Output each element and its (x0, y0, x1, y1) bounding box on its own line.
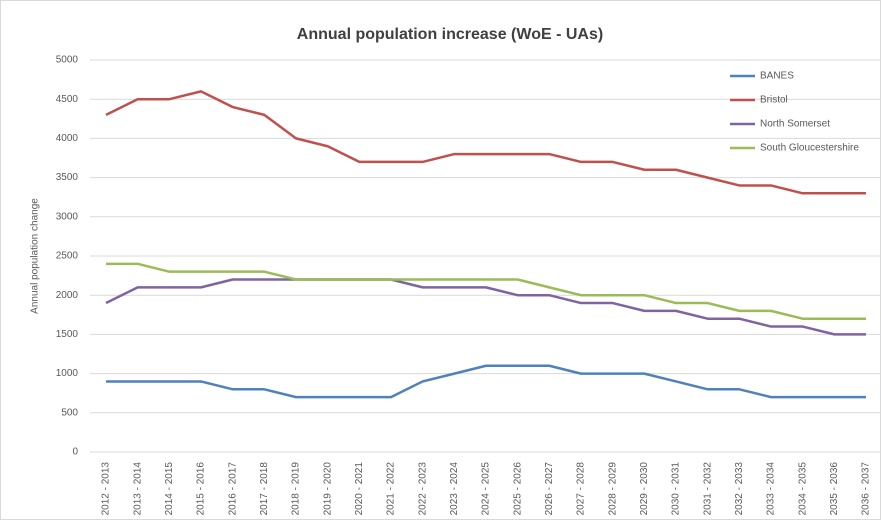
y-tick-label: 3500 (56, 172, 79, 183)
x-tick-label: 2035 - 2036 (829, 462, 840, 516)
series-line (105, 278, 866, 336)
y-axis-label: Annual population change (30, 198, 41, 314)
legend-label: North Somerset (760, 119, 830, 130)
x-tick-label: 2028 - 2029 (607, 462, 618, 516)
x-tick-label: 2032 - 2033 (734, 462, 745, 516)
x-tick-label: 2024 - 2025 (481, 462, 492, 516)
series-line (106, 262, 866, 320)
x-tick-label: 2014 - 2015 (164, 462, 175, 516)
y-tick-label: 1000 (56, 368, 79, 379)
x-tick-label: 2012 - 2013 (101, 462, 112, 516)
legend-label: Bristol (760, 95, 788, 106)
x-tick-label: 2034 - 2035 (797, 462, 808, 516)
y-tick-label: 1500 (56, 329, 79, 340)
x-tick-label: 2022 - 2023 (417, 462, 428, 516)
series-line (105, 90, 866, 195)
x-tick-label: 2019 - 2020 (322, 462, 333, 516)
x-tick-label: 2031 - 2032 (702, 462, 713, 516)
y-tick-label: 3000 (56, 211, 79, 222)
x-tick-label: 2016 - 2017 (227, 462, 238, 516)
y-tick-label: 2000 (56, 290, 79, 301)
y-tick-label: 500 (61, 407, 78, 418)
x-tick-label: 2013 - 2014 (132, 462, 143, 516)
series-line (106, 364, 866, 399)
x-tick-label: 2021 - 2022 (386, 462, 397, 516)
x-tick-label: 2025 - 2026 (512, 462, 523, 516)
legend-label: BANES (760, 71, 794, 82)
x-tick-label: 2033 - 2034 (766, 462, 777, 516)
x-tick-label: 2026 - 2027 (544, 462, 555, 516)
x-tick-label: 2017 - 2018 (259, 462, 270, 516)
x-tick-label: 2029 - 2030 (639, 462, 650, 516)
legend-label: South Gloucestershire (760, 143, 859, 154)
x-tick-label: 2020 - 2021 (354, 462, 365, 516)
y-tick-label: 4000 (56, 133, 79, 144)
y-tick-label: 0 (72, 447, 78, 458)
x-tick-label: 2015 - 2016 (196, 462, 207, 516)
x-tick-label: 2023 - 2024 (449, 462, 460, 516)
y-tick-label: 4500 (56, 94, 79, 105)
x-tick-label: 2018 - 2019 (291, 462, 302, 516)
x-tick-label: 2030 - 2031 (671, 462, 682, 516)
chart-title: Annual population increase (WoE - UAs) (297, 26, 603, 43)
x-tick-label: 2027 - 2028 (576, 462, 587, 516)
x-tick-label: 2036 - 2037 (861, 462, 872, 516)
y-tick-label: 5000 (56, 55, 79, 66)
y-tick-label: 2500 (56, 251, 79, 262)
